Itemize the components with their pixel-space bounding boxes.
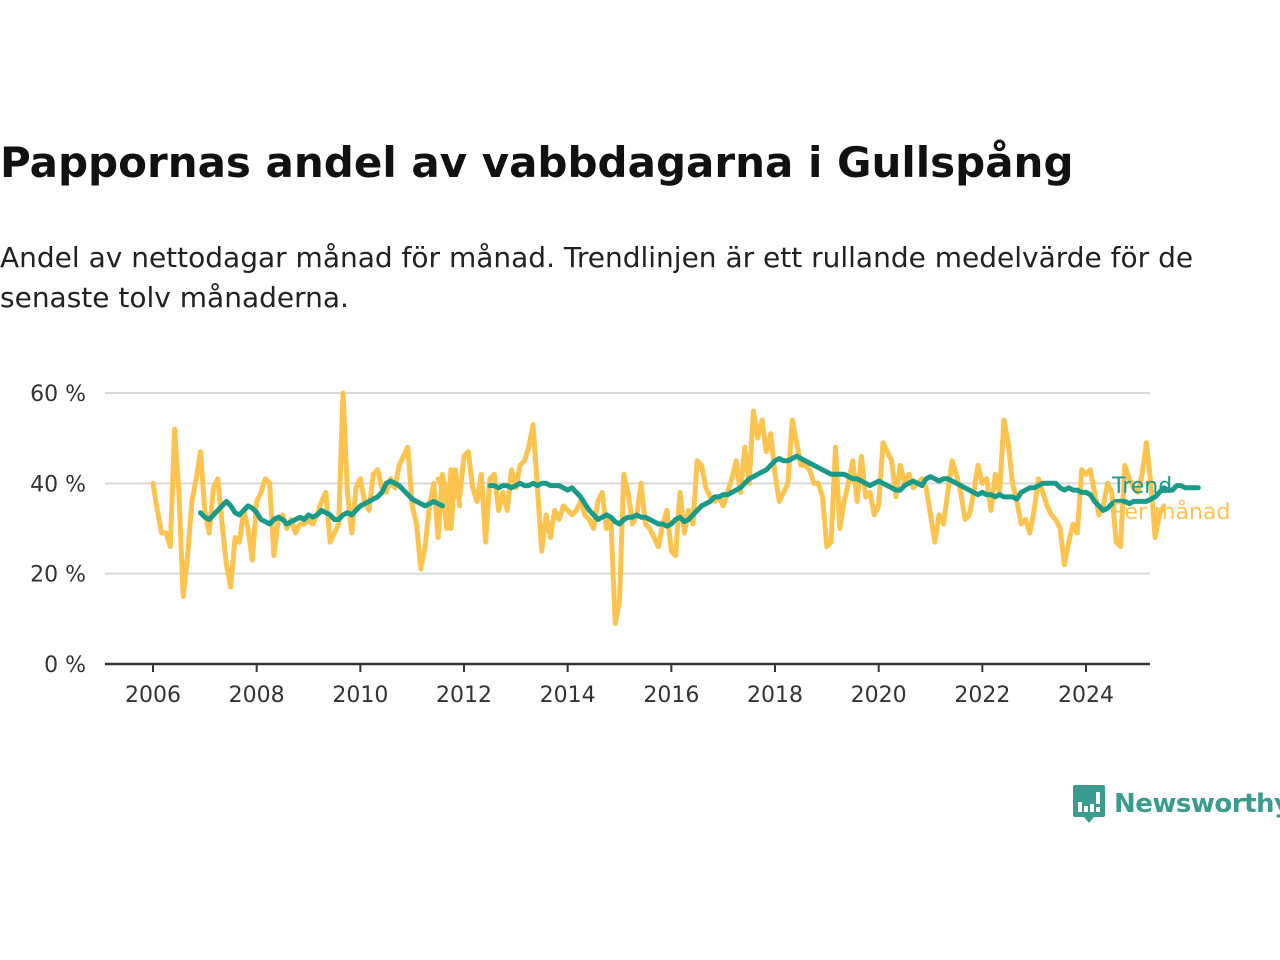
series-line-trend-0 xyxy=(198,478,445,527)
series-label-monthly: Per månad xyxy=(1112,499,1230,525)
y-tick-label: 40 % xyxy=(30,472,86,497)
series-line-monthly-0 xyxy=(150,390,463,599)
axes: 0 % 20 % 40 % 60 % 2006 2008 2010 2012 2014 2016 2… xyxy=(30,382,1150,708)
x-tick-label: 2008 xyxy=(229,683,285,708)
newsworthy-logo: Newsworthy xyxy=(1072,784,1280,824)
series-lines xyxy=(150,390,1201,626)
series-line-trend-1 xyxy=(487,453,1201,529)
x-tick-label: 2020 xyxy=(851,683,907,708)
x-tick-label: 2024 xyxy=(1058,683,1114,708)
logo-text: Newsworthy xyxy=(1114,789,1280,819)
series-label-trend: Trend xyxy=(1111,474,1172,499)
chart-subtitle: Andel av nettodagar månad för månad. Tre… xyxy=(0,241,1194,314)
x-tick-label: 2010 xyxy=(332,683,388,708)
x-tick-label: 2018 xyxy=(747,683,803,708)
x-tick-label: 2016 xyxy=(643,683,699,708)
line-chart: 0 % 20 % 40 % 60 % 2006 2008 2010 2012 2014 2016 2… xyxy=(30,382,1230,708)
y-tick-label: 0 % xyxy=(44,653,86,678)
newsworthy-logo-icon xyxy=(1073,785,1105,823)
x-tick-label: 2006 xyxy=(125,683,181,708)
page-title: Pappornas andel av vabbdagarna i Gullspå… xyxy=(0,138,1074,187)
x-tick-label: 2012 xyxy=(436,683,492,708)
y-tick-label: 60 % xyxy=(30,382,86,407)
series-line-monthly-1 xyxy=(435,408,1167,626)
y-tick-label: 20 % xyxy=(30,563,86,588)
x-tick-label: 2014 xyxy=(540,683,596,708)
x-tick-label: 2022 xyxy=(954,683,1010,708)
